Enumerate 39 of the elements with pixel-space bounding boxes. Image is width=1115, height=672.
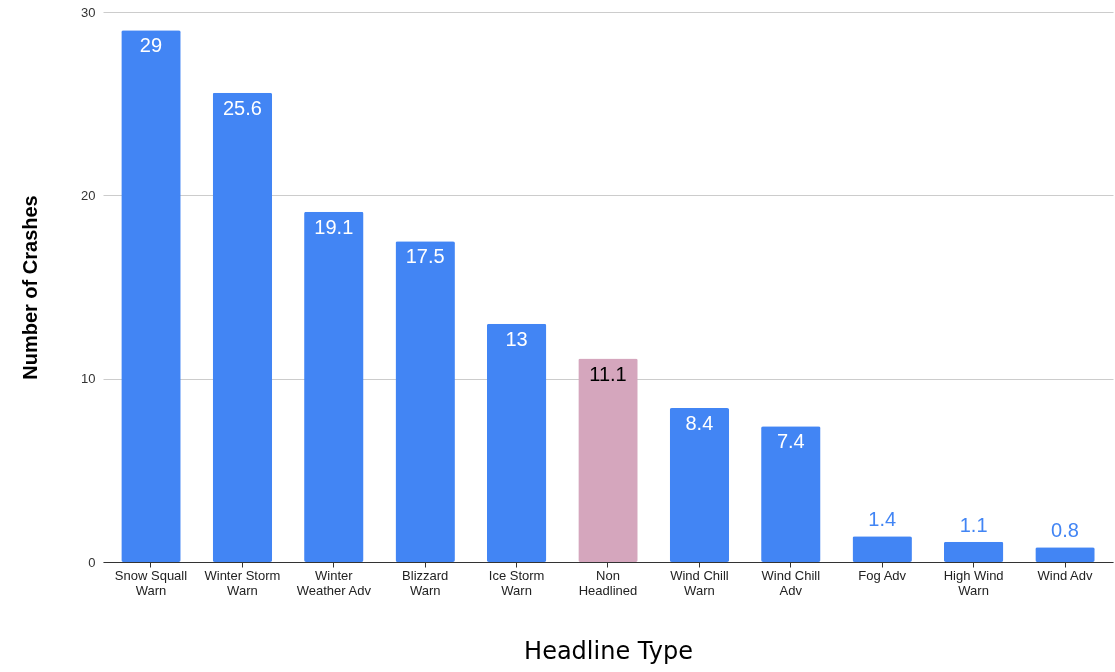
data-label: 25.6 bbox=[222, 96, 262, 119]
x-tick-label: Ice Storm Warn bbox=[488, 567, 545, 598]
x-tick-label: Fog Adv bbox=[858, 567, 907, 583]
y-tick-label: 10 bbox=[81, 371, 96, 387]
data-label: 11.1 bbox=[589, 362, 627, 385]
bar bbox=[304, 211, 364, 562]
x-tick-label: Winter Weather Adv bbox=[296, 567, 372, 598]
data-label: 1.1 bbox=[959, 513, 988, 536]
y-tick-label: 30 bbox=[81, 4, 96, 20]
x-tick-label: Wind Adv bbox=[1037, 567, 1093, 583]
bar bbox=[121, 30, 181, 562]
data-label: 7.4 bbox=[776, 430, 805, 453]
data-label: 29 bbox=[139, 34, 163, 57]
data-label: 8.4 bbox=[685, 412, 714, 434]
x-tick-label: Snow Squall Warn bbox=[114, 567, 188, 598]
x-tick-label: Wind Chill Adv bbox=[761, 567, 821, 598]
data-label: 1.4 bbox=[868, 508, 897, 531]
x-tick-label: High Wind Warn bbox=[943, 567, 1004, 598]
y-axis-title: Number of Crashes bbox=[19, 195, 42, 380]
y-tick-label: 0 bbox=[88, 554, 96, 570]
x-tick-label: Non Headlined bbox=[578, 567, 638, 598]
x-tick-label: Wind Chill Warn bbox=[670, 567, 729, 598]
bar bbox=[943, 541, 1004, 562]
data-label: 19.1 bbox=[314, 215, 354, 238]
data-label: 13 bbox=[505, 327, 528, 350]
bar bbox=[395, 241, 455, 562]
data-label: 0.8 bbox=[1051, 519, 1079, 542]
bar bbox=[212, 92, 273, 562]
x-tick-label: Blizzard Warn bbox=[402, 567, 449, 598]
bar bbox=[761, 426, 821, 562]
x-tick-label: Winter Storm Warn bbox=[204, 567, 281, 598]
bar bbox=[486, 323, 547, 562]
bar bbox=[1035, 547, 1095, 562]
x-axis-title: Headline Type bbox=[524, 636, 693, 665]
data-label: 17.5 bbox=[405, 245, 445, 268]
bar bbox=[669, 408, 730, 562]
bar bbox=[852, 536, 912, 562]
bar bbox=[578, 358, 638, 562]
y-tick-label: 20 bbox=[81, 187, 96, 203]
